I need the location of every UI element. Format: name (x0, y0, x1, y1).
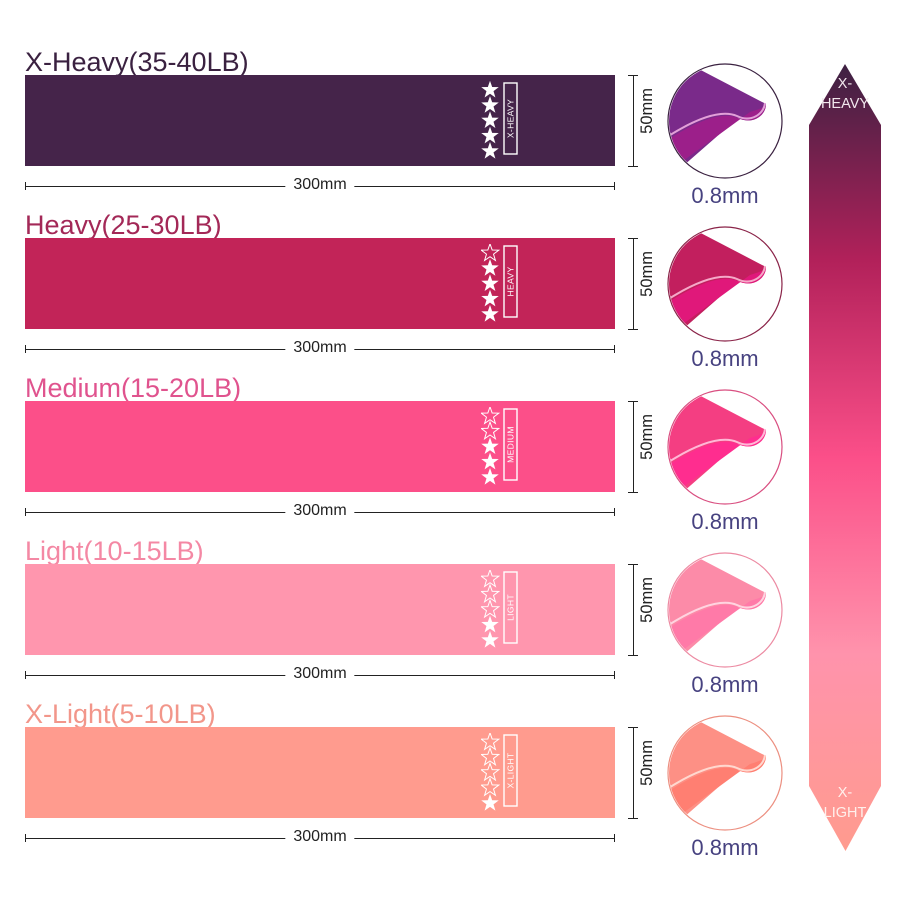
svg-text:LIGHT: LIGHT (506, 594, 516, 621)
svg-text:HEAVY: HEAVY (821, 96, 869, 112)
svg-text:X-LIGHT: X-LIGHT (506, 752, 516, 788)
svg-text:MEDIUM: MEDIUM (506, 426, 516, 463)
svg-text:X-: X- (838, 785, 853, 801)
svg-text:X-HEAVY: X-HEAVY (506, 99, 516, 138)
svg-text:HEAVY: HEAVY (506, 267, 516, 297)
svg-text:LIGHT: LIGHT (824, 805, 867, 821)
svg-text:X-: X- (838, 76, 853, 92)
